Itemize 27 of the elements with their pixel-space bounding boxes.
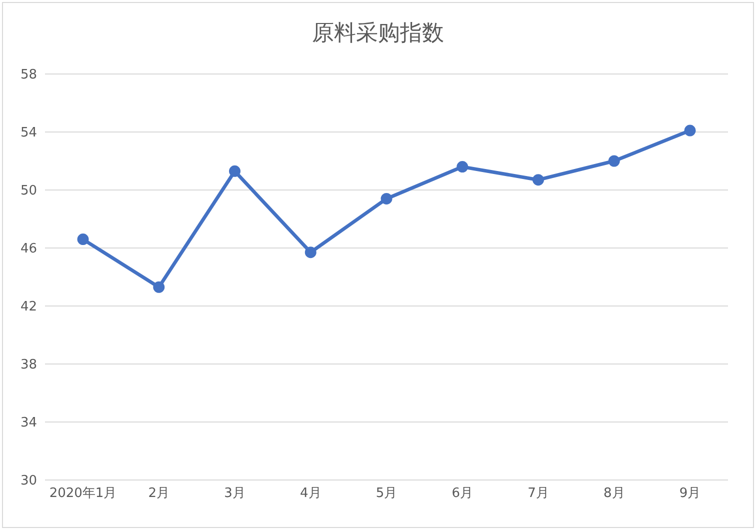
y-tick-label: 50 [20,184,37,199]
x-tick-label: 8月 [603,486,625,502]
y-tick-label: 46 [20,242,37,257]
x-tick-label: 5月 [376,486,398,502]
x-tick-label: 6月 [452,486,474,502]
point [153,281,165,293]
point [456,161,468,173]
point [608,155,620,167]
point [532,174,544,186]
y-tick-label: 58 [20,68,37,83]
point [684,124,696,136]
point [77,234,89,246]
chart-title: 原料采购指数 [311,20,445,48]
y-tick-label: 38 [20,358,37,373]
x-tick-label: 2020年1月 [49,486,117,502]
y-tick-label: 30 [20,474,37,489]
x-tick-label: 7月 [528,486,549,502]
y-tick-label: 42 [20,300,37,315]
x-tick-label: 2月 [148,486,170,502]
x-tick-label: 3月 [224,486,246,502]
point [380,192,392,204]
y-tick-label: 34 [20,416,37,431]
point [229,165,240,177]
y-tick-label: 54 [20,126,37,141]
x-tick-label: 9月 [679,486,701,502]
point [304,246,316,258]
x-tick-label: 4月 [300,486,322,502]
